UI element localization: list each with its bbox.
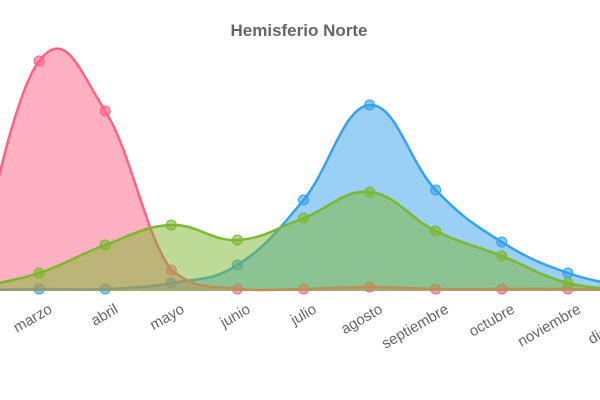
- data-point[interactable]: [496, 250, 508, 262]
- x-tick-label: agosto: [338, 301, 386, 338]
- x-tick-label: julio: [287, 301, 319, 330]
- data-point[interactable]: [430, 225, 442, 237]
- data-point[interactable]: [562, 267, 574, 279]
- data-point[interactable]: [231, 234, 243, 246]
- x-tick-label: octubre: [466, 301, 518, 341]
- data-point[interactable]: [364, 99, 376, 111]
- data-point[interactable]: [496, 236, 508, 248]
- x-tick-label: marzo: [10, 301, 55, 337]
- chart-title: Hemisferio Norte: [231, 21, 368, 40]
- data-point[interactable]: [99, 105, 111, 117]
- data-point[interactable]: [298, 194, 309, 206]
- data-point[interactable]: [430, 184, 442, 196]
- data-point[interactable]: [33, 267, 45, 279]
- x-tick-label: noviembre: [515, 301, 584, 351]
- data-point[interactable]: [298, 212, 309, 224]
- data-point[interactable]: [562, 277, 574, 289]
- x-tick-label: septiembre: [379, 301, 452, 353]
- data-point[interactable]: [165, 219, 177, 231]
- data-point[interactable]: [33, 55, 45, 67]
- x-tick-label: junio: [217, 301, 254, 332]
- x-tick-label: diciembre: [585, 301, 600, 348]
- series-area-2: [0, 191, 600, 291]
- x-tick-label: mayo: [147, 301, 187, 334]
- data-point[interactable]: [364, 186, 376, 198]
- data-point[interactable]: [99, 239, 111, 251]
- x-tick-label: abril: [88, 301, 121, 330]
